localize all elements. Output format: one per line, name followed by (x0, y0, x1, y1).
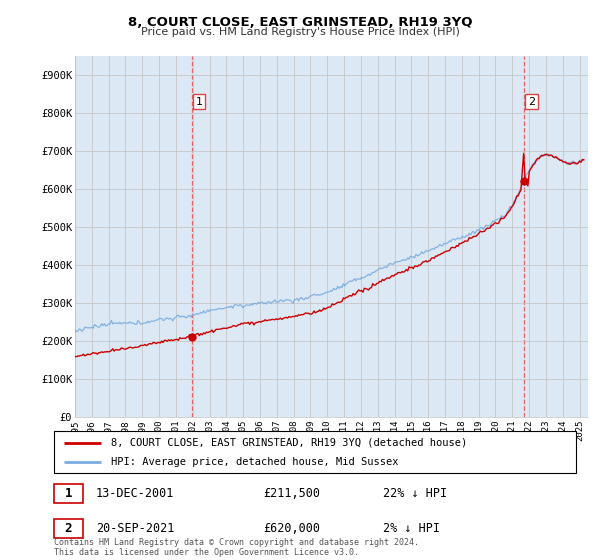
Bar (54, 484, 83, 503)
Text: £211,500: £211,500 (263, 487, 320, 500)
Text: 8, COURT CLOSE, EAST GRINSTEAD, RH19 3YQ: 8, COURT CLOSE, EAST GRINSTEAD, RH19 3YQ (128, 16, 472, 29)
Text: 13-DEC-2001: 13-DEC-2001 (96, 487, 174, 500)
Bar (54, 519, 83, 538)
Text: 8, COURT CLOSE, EAST GRINSTEAD, RH19 3YQ (detached house): 8, COURT CLOSE, EAST GRINSTEAD, RH19 3YQ… (112, 437, 467, 447)
Text: 1: 1 (65, 487, 72, 500)
Text: 2: 2 (528, 97, 535, 106)
Text: 2: 2 (65, 522, 72, 535)
Text: 2% ↓ HPI: 2% ↓ HPI (383, 522, 440, 535)
Text: 20-SEP-2021: 20-SEP-2021 (96, 522, 174, 535)
Text: 22% ↓ HPI: 22% ↓ HPI (383, 487, 447, 500)
Text: £620,000: £620,000 (263, 522, 320, 535)
Text: Contains HM Land Registry data © Crown copyright and database right 2024.
This d: Contains HM Land Registry data © Crown c… (54, 538, 419, 557)
Text: Price paid vs. HM Land Registry's House Price Index (HPI): Price paid vs. HM Land Registry's House … (140, 27, 460, 37)
Text: 1: 1 (196, 97, 202, 106)
Text: HPI: Average price, detached house, Mid Sussex: HPI: Average price, detached house, Mid … (112, 457, 399, 467)
